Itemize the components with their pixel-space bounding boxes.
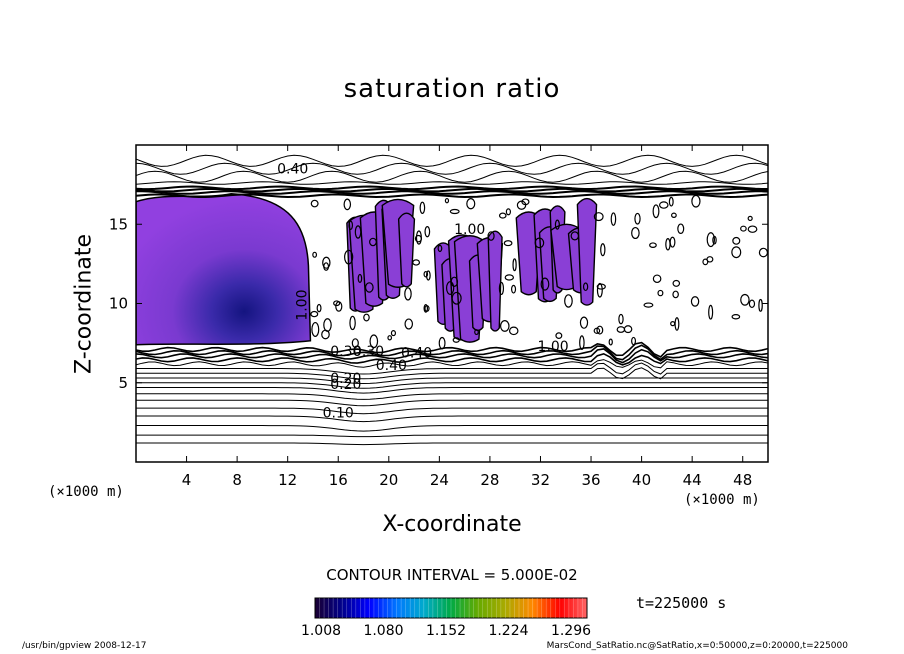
x-tick-label: 44 — [683, 471, 702, 489]
contour-label: 0.40 — [401, 345, 432, 361]
contour-label: 0.40 — [277, 162, 308, 178]
time-label: t=225000 s — [636, 594, 727, 612]
colorbar-tick-label: 1.080 — [363, 623, 403, 639]
x-unit-right: (×1000 m) — [684, 492, 760, 508]
y-tick-label: 15 — [109, 215, 128, 233]
contour-label: 1.00 — [538, 339, 569, 355]
x-axis-label: X-coordinate — [382, 512, 522, 537]
contour-label: 0.30 — [353, 344, 384, 360]
colorbar-tick-label: 1.008 — [301, 623, 341, 639]
y-tick-label: 10 — [109, 295, 128, 313]
y-axis-label: Z-coordinate — [71, 234, 97, 374]
x-tick-label: 48 — [733, 471, 752, 489]
contour-label: 0.40 — [376, 358, 407, 374]
x-tick-label: 36 — [581, 471, 600, 489]
contour-label: 1.00 — [295, 289, 311, 320]
contour-label: 1.00 — [454, 222, 485, 238]
x-tick-label: 8 — [232, 471, 242, 489]
x-tick-label: 4 — [182, 471, 192, 489]
contour-label: 0.20 — [330, 377, 361, 393]
supersaturation-region-2 — [433, 230, 504, 343]
x-tick-label: 40 — [632, 471, 651, 489]
supersaturation-region-3 — [515, 197, 598, 306]
x-tick-label: 32 — [531, 471, 550, 489]
colorbar-tick-label: 1.152 — [426, 623, 466, 639]
supersaturation-region-0 — [136, 192, 312, 346]
x-unit-left: (×1000 m) — [48, 484, 124, 500]
footer-program-info: /usr/bin/gpview 2008-12-17 — [22, 641, 147, 651]
x-tick-label: 12 — [278, 471, 297, 489]
supersaturation-region-1 — [346, 198, 416, 313]
colorbar-tick-label: 1.224 — [488, 623, 528, 639]
footer-file-info: MarsCond_SatRatio.nc@SatRatio,x=0:50000,… — [546, 641, 848, 651]
y-tick-label: 5 — [118, 374, 128, 392]
colorbar-tick-label: 1.296 — [551, 623, 591, 639]
contour-label: 0.20 — [330, 371, 361, 387]
colorbar — [314, 597, 588, 619]
x-tick-label: 28 — [480, 471, 499, 489]
x-tick-label: 16 — [329, 471, 348, 489]
contour-label: 0.30 — [330, 344, 361, 360]
contour-label: 0.10 — [323, 406, 354, 422]
contour-interval-text: CONTOUR INTERVAL = 5.000E-02 — [326, 566, 578, 584]
x-tick-label: 20 — [379, 471, 398, 489]
x-tick-label: 24 — [430, 471, 449, 489]
chart-title: saturation ratio — [343, 74, 561, 104]
